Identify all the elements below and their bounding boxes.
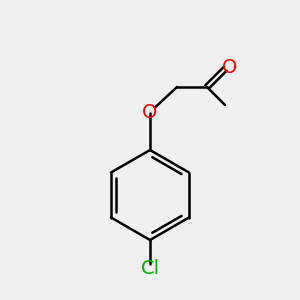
Text: Cl: Cl [140,259,160,278]
Text: O: O [142,103,158,122]
Text: O: O [222,58,237,77]
